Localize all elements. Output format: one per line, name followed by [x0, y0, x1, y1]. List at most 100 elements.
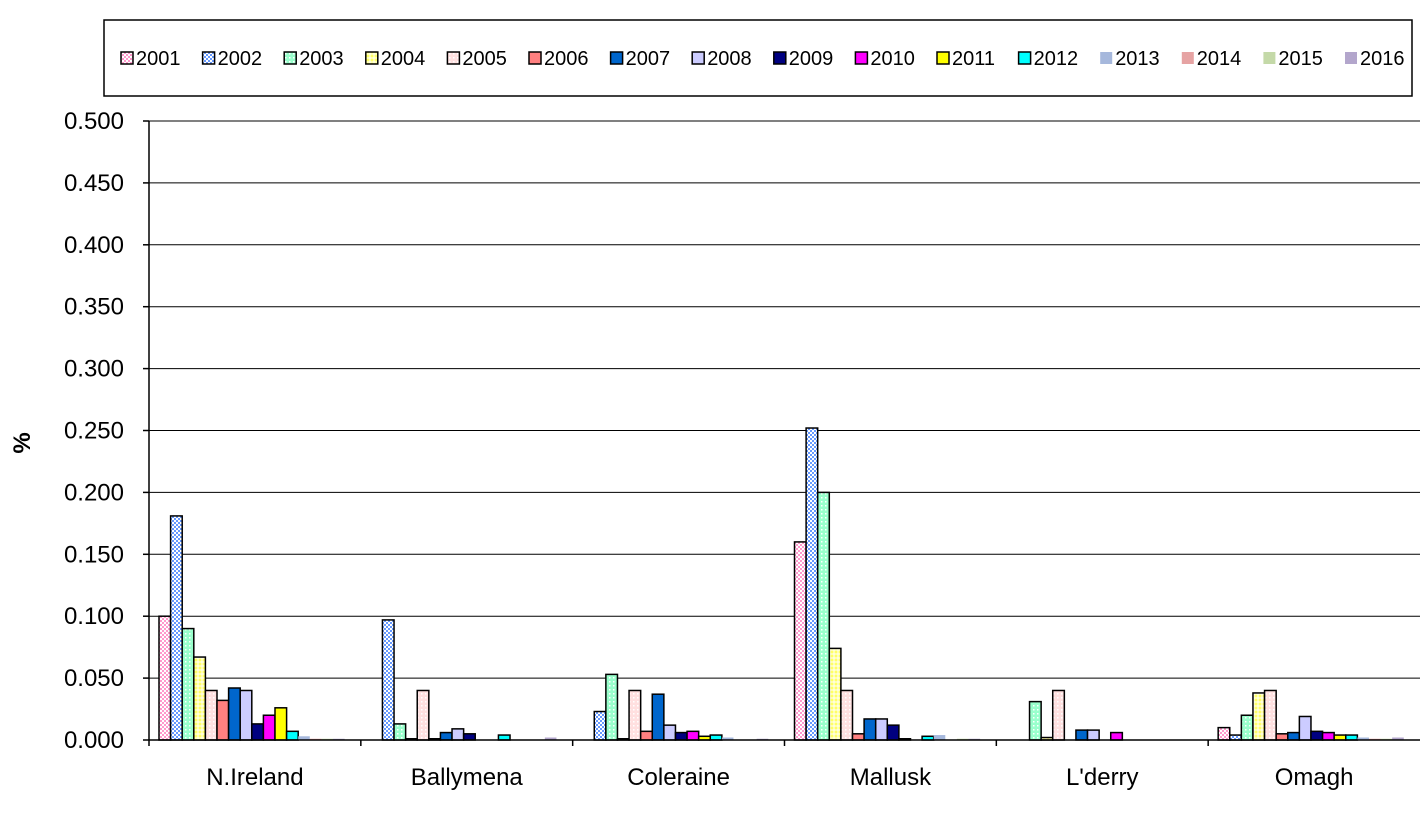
legend-label-2009: 2009 [789, 48, 834, 70]
legend-swatch-2008 [691, 51, 705, 65]
bar-2002-Coleraine [593, 710, 607, 741]
legend-swatch-2006 [528, 51, 542, 65]
bar-2005-L'derry [1051, 689, 1066, 741]
legend-label-2002: 2002 [218, 48, 263, 70]
bar-2003-Ballymena [393, 723, 407, 741]
bar-2007-Omagh [1287, 731, 1301, 741]
bar-2008-Mallusk [874, 718, 889, 741]
legend-label-2008: 2008 [707, 48, 752, 70]
bar-2003-Mallusk [816, 491, 831, 741]
bar-2016-Ballymena [544, 737, 557, 740]
bar-2009-Mallusk [886, 724, 900, 741]
legend-swatch-2014 [1181, 52, 1194, 64]
y-tick-label: 0.150 [64, 541, 124, 568]
legend-label-2014: 2014 [1197, 48, 1242, 70]
y-tick-label: 0.100 [64, 603, 124, 630]
legend-swatch-2001 [120, 51, 134, 65]
bar-2013-N.Ireland [298, 736, 310, 740]
axes [143, 120, 1420, 746]
bars [158, 427, 1404, 741]
y-tick-label: 0.200 [64, 479, 124, 506]
bar-2010-L'derry [1109, 731, 1124, 741]
bar-2009-Omagh [1310, 730, 1324, 741]
bar-2009-Ballymena [462, 733, 476, 741]
bar-2013-Coleraine [721, 737, 734, 740]
y-tick-label: 0.400 [64, 232, 124, 259]
bar-2004-Mallusk [828, 647, 842, 741]
legend-swatch-2004 [365, 51, 379, 65]
bar-2002-Ballymena [381, 619, 395, 741]
legend-label-2015: 2015 [1278, 48, 1323, 70]
bar-2008-Ballymena [451, 728, 465, 741]
bar-2013-Mallusk [933, 735, 946, 740]
bar-2008-Coleraine [663, 724, 677, 741]
y-tick-label: 0.500 [64, 108, 124, 135]
y-tick-label: 0.050 [64, 665, 124, 692]
legend-label-2013: 2013 [1115, 48, 1160, 70]
legend-label-2005: 2005 [462, 48, 507, 70]
bar-2010-Omagh [1321, 731, 1335, 741]
bar-2006-Omagh [1275, 733, 1289, 741]
bar-2007-L'derry [1075, 729, 1089, 741]
x-category-label: Coleraine [627, 764, 730, 791]
legend-swatch-2002 [201, 51, 216, 65]
legend-label-2004: 2004 [381, 48, 426, 70]
gridlines [149, 120, 1420, 741]
legend-swatch-2007 [609, 51, 624, 65]
bar-2005-N.Ireland [204, 689, 218, 741]
bar-2003-L'derry [1028, 700, 1042, 741]
legend-label-2001: 2001 [136, 48, 181, 70]
bar-2008-N.Ireland [239, 689, 253, 741]
legend-swatch-2005 [446, 51, 461, 65]
y-axis-label: % [9, 432, 36, 453]
legend-swatch-2016 [1345, 52, 1357, 64]
bar-2002-N.Ireland [169, 515, 183, 741]
bar-2006-Mallusk [851, 733, 865, 741]
bar-2007-Mallusk [863, 718, 877, 741]
bar-2006-N.Ireland [216, 699, 230, 741]
bar-2001-Omagh [1217, 726, 1231, 741]
legend-swatch-2012 [1017, 51, 1032, 65]
bar-2013-Omagh [1357, 737, 1369, 740]
legend-box [103, 19, 1413, 97]
y-tick-label: 0.350 [64, 294, 124, 321]
bar-2004-N.Ireland [193, 656, 207, 741]
legend-label-2016: 2016 [1360, 48, 1405, 70]
bar-2005-Mallusk [840, 689, 854, 741]
x-category-label: N.Ireland [206, 764, 303, 791]
bar-2010-N.Ireland [262, 714, 276, 741]
legend-swatch-2003 [283, 51, 297, 65]
bar-2003-N.Ireland [181, 627, 195, 741]
bar-2008-L'derry [1086, 729, 1100, 741]
x-category-label: L'derry [1066, 764, 1139, 791]
legend-label-2012: 2012 [1034, 48, 1079, 70]
bar-2005-Ballymena [416, 689, 430, 741]
bar-2009-N.Ireland [251, 723, 265, 741]
bar-2005-Omagh [1263, 689, 1277, 741]
bar-2006-Coleraine [639, 730, 654, 741]
legend-label-2011: 2011 [952, 48, 995, 70]
legend-label-2010: 2010 [870, 48, 915, 70]
legend-label-2006: 2006 [544, 48, 589, 70]
bar-2010-Coleraine [686, 730, 700, 741]
legend-swatch-2009 [773, 51, 787, 65]
bar-2002-Mallusk [805, 427, 819, 741]
x-category-label: Omagh [1275, 764, 1354, 791]
bar-2007-Coleraine [651, 693, 665, 741]
y-tick-labels: 0.000 0.050 0.100 0.150 0.200 0.250 0.300 0.350… [64, 108, 124, 754]
legend-swatch-2010 [854, 51, 869, 65]
legend-swatch-2011 [936, 51, 950, 65]
legend: 2001 2002 2003 2004 2005 2006 2007 2008 2009 2010… [120, 48, 1405, 70]
bar-2005-Coleraine [628, 689, 642, 741]
x-category-label: Mallusk [850, 764, 932, 791]
bar-2001-N.Ireland [158, 615, 172, 741]
legend-swatch-2015 [1263, 52, 1276, 64]
x-category-labels: N.Ireland Ballymena Coleraine Mallusk L'derr… [206, 764, 1353, 791]
bar-2001-Mallusk [793, 541, 807, 741]
legend-label-2003: 2003 [299, 48, 344, 70]
legend-label-2007: 2007 [626, 48, 671, 70]
y-tick-label: 0.450 [64, 170, 124, 197]
bar-2007-N.Ireland [227, 687, 241, 741]
